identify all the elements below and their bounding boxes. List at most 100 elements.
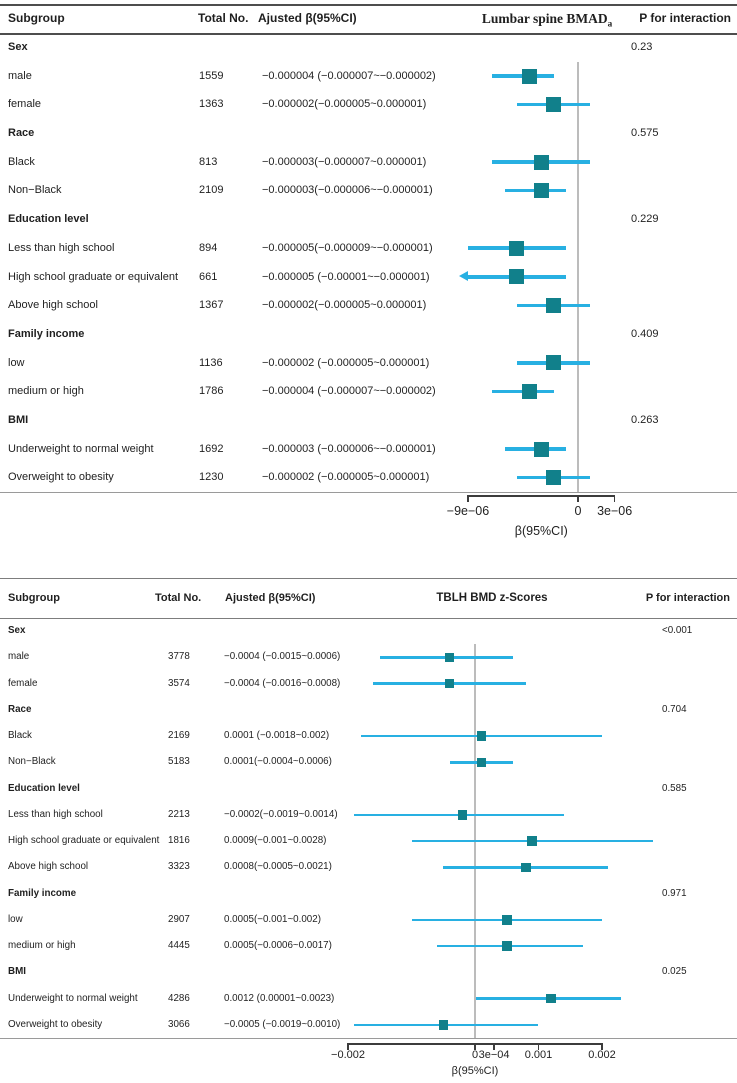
beta-ci-value: 0.0001(−0.0004~0.0006)	[224, 756, 332, 768]
x-axis-tick	[347, 1043, 349, 1050]
subgroup-label: low	[8, 356, 25, 369]
col-header-adjusted-beta: Ajusted β(95%CI)	[258, 11, 357, 25]
col-header-p-interaction: P for interaction	[639, 11, 731, 25]
total-no-value: 813	[199, 155, 218, 168]
total-no-value: 1786	[199, 385, 224, 398]
beta-ci-value: −0.000002(−0.000005~0.000001)	[262, 98, 427, 111]
total-no-value: 4286	[168, 992, 190, 1004]
x-axis-tick-label: −0.002	[331, 1049, 365, 1061]
x-axis-tick	[613, 495, 616, 502]
forest-panel-lumbar-spine-bmad: Subgroup Total No. Ajusted β(95%CI) Lumb…	[0, 4, 737, 538]
subgroup-label: female	[8, 98, 42, 111]
effect-marker	[533, 154, 549, 170]
divider-rule	[0, 578, 737, 580]
subgroup-label: Black	[8, 155, 35, 168]
effect-marker	[509, 269, 525, 285]
beta-ci-value: −0.000003 (−0.000006~−0.000001)	[262, 442, 436, 455]
total-no-value: 3323	[168, 861, 190, 873]
beta-ci-value: −0.000003(−0.000007~0.000001)	[262, 155, 427, 168]
subgroup-label: Underweight to normal weight	[8, 442, 154, 455]
subgroup-label: female	[8, 677, 38, 689]
divider-rule	[0, 1038, 737, 1040]
subgroup-label: High school graduate or equivalent	[8, 270, 179, 283]
beta-ci-value: −0.000005 (−0.00001~−0.000001)	[262, 270, 430, 283]
subgroup-label: medium or high	[8, 940, 76, 951]
x-axis-tick-label: 3e−04	[478, 1049, 510, 1061]
beta-ci-value: −0.000004 (−0.000007~−0.000002)	[262, 69, 436, 82]
x-axis-tick-label: 3e−06	[597, 504, 633, 518]
p-interaction-value: 0.409	[631, 327, 659, 340]
subgroup-label: Above high school	[8, 299, 98, 312]
group-label: BMI	[8, 413, 29, 426]
ci-arrow-left-icon	[459, 271, 469, 282]
divider-rule	[0, 4, 737, 6]
plot-title-text: TBLH BMD z-Scores	[436, 592, 548, 604]
total-no-value: 4445	[168, 940, 190, 951]
divider-rule	[0, 492, 737, 494]
total-no-value: 1363	[199, 98, 224, 111]
subgroup-label: male	[8, 651, 30, 663]
p-interaction-value: 0.585	[662, 782, 687, 794]
x-axis-label: β(95%CI)	[514, 524, 568, 538]
x-axis-tick-label: 0.002	[588, 1049, 616, 1061]
effect-marker	[527, 836, 537, 846]
p-interaction-value: 0.263	[631, 413, 659, 426]
col-header-adjusted-beta: Ajusted β(95%CI)	[225, 592, 316, 604]
subgroup-label: male	[8, 69, 32, 82]
p-interaction-value: 0.971	[662, 887, 687, 899]
subgroup-label: Less than high school	[8, 808, 103, 820]
subgroup-label: Non−Black	[8, 756, 56, 768]
beta-ci-value: −0.000002 (−0.000005~0.000001)	[262, 471, 430, 484]
subgroup-label: medium or high	[8, 385, 84, 398]
x-axis-line	[468, 495, 615, 497]
p-interaction-value: 0.704	[662, 703, 687, 715]
subgroup-label: Overweight to obesity	[8, 1018, 103, 1030]
col-header-subgroup: Subgroup	[8, 11, 65, 25]
subgroup-label: Above high school	[8, 861, 89, 873]
beta-ci-value: −0.000002(−0.000005~0.000001)	[262, 299, 427, 312]
x-axis-tick-label: 0	[471, 1049, 479, 1061]
group-label: Race	[8, 703, 32, 715]
divider-rule	[0, 618, 737, 620]
x-axis-tick-label: 0	[574, 504, 582, 518]
group-label: Education level	[8, 782, 80, 794]
x-axis-tick-label: −9e−06	[446, 504, 490, 518]
effect-marker	[444, 678, 455, 689]
effect-marker	[521, 384, 537, 400]
zero-reference-line	[577, 61, 579, 492]
beta-ci-value: −0.000004 (−0.000007~−0.000002)	[262, 385, 436, 398]
forest-panel-tblh-bmd-zscores: Subgroup Total No. Ajusted β(95%CI) TBLH…	[0, 575, 737, 1083]
effect-marker	[476, 757, 487, 768]
p-interaction-value: <0.001	[662, 625, 693, 636]
plot-title-lumbar-spine-bmad: Lumbar spine BMADa	[482, 4, 612, 33]
x-axis-tick	[493, 1043, 495, 1050]
effect-marker	[457, 810, 468, 820]
beta-ci-value: −0.0005 (−0.0019~0.0010)	[224, 1018, 341, 1030]
col-header-p-interaction: P for interaction	[645, 592, 730, 604]
subgroup-label: Overweight to obesity	[8, 471, 114, 484]
x-axis-tick	[577, 495, 579, 502]
beta-ci-value: 0.0009(−0.001~0.0028)	[224, 835, 327, 846]
total-no-value: 1230	[199, 471, 224, 484]
effect-marker	[502, 915, 512, 925]
beta-ci-value: 0.0008(−0.0005~0.0021)	[224, 861, 332, 873]
effect-marker	[546, 298, 562, 314]
effect-marker	[476, 731, 487, 741]
effect-marker	[521, 68, 537, 84]
col-header-total-no: Total No.	[198, 11, 249, 25]
total-no-value: 661	[199, 270, 218, 283]
total-no-value: 2907	[168, 913, 190, 925]
total-no-value: 1816	[168, 835, 190, 846]
effect-marker	[546, 993, 556, 1004]
beta-ci-value: −0.0002(−0.0019~0.0014)	[224, 808, 338, 820]
x-axis-tick	[601, 1043, 603, 1050]
total-no-value: 3778	[168, 651, 190, 663]
total-no-value: 5183	[168, 756, 190, 768]
beta-ci-value: 0.0001 (−0.0018~0.002)	[224, 730, 330, 741]
effect-marker	[546, 470, 562, 486]
effect-marker	[438, 1020, 448, 1030]
total-no-value: 1559	[199, 69, 224, 82]
effect-marker	[546, 355, 562, 371]
p-interaction-value: 0.575	[631, 127, 659, 140]
